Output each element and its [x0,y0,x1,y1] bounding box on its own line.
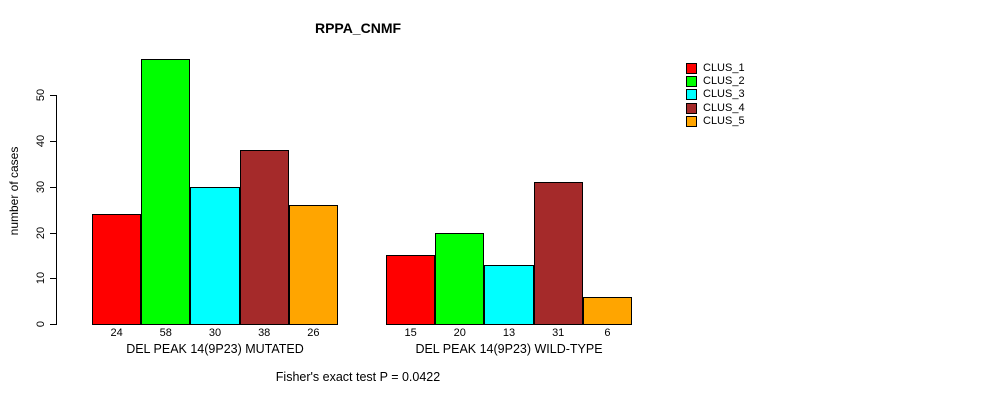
y-axis-line [56,95,57,325]
y-tick-label: 30 [35,180,47,193]
legend-swatch-icon [686,63,697,75]
bar-clus_3 [484,264,534,325]
bar-value-label: 20 [453,327,466,339]
bar-value-label: 26 [307,327,320,339]
legend-item-clus_1: CLUS_1 [686,62,745,75]
bar-clus_2 [435,232,485,325]
group-axis-label: DEL PEAK 14(9P23) MUTATED [126,342,304,356]
y-tick-label: 40 [35,134,47,148]
y-tick-mark [50,278,56,280]
bar-value-label: 30 [208,327,222,339]
bar-value-label: 58 [159,327,172,339]
chart-legend: CLUS_1 CLUS_2 CLUS_3 CLUS_4 CLUS_5 [686,62,745,128]
legend-swatch-icon [686,76,697,88]
legend-label: CLUS_2 [703,75,745,88]
bar-value-label: 38 [258,327,271,339]
bar-value-label: 24 [110,327,123,339]
bar-clus_2 [141,58,191,325]
legend-item-clus_5: CLUS_5 [686,115,745,128]
y-tick-mark [50,324,56,325]
bar-clus_5 [582,296,632,325]
bar-clus_3 [190,186,240,325]
legend-item-clus_4: CLUS_4 [686,102,745,115]
y-tick-mark [50,186,56,188]
y-tick-label: 50 [35,89,47,102]
group-axis-label: DEL PEAK 14(9P23) WILD-TYPE [415,342,603,356]
bar-clus_4 [239,150,289,325]
legend-label: CLUS_3 [703,88,745,101]
bar-clus_5 [288,205,338,325]
legend-label: CLUS_1 [703,62,745,75]
y-tick-label: 20 [35,226,47,239]
legend-swatch-icon [686,102,697,114]
bar-clus_4 [533,182,583,325]
fisher-test-annotation: Fisher's exact test P = 0.0422 [275,370,441,384]
legend-item-clus_2: CLUS_2 [686,75,745,88]
legend-swatch-icon [686,89,697,101]
chart-title: RPPA_CNMF [314,20,402,36]
bar-value-label: 6 [604,327,611,339]
y-tick-mark [50,141,56,143]
y-tick-label: 0 [35,320,47,328]
y-tick-mark [50,232,56,234]
legend-label: CLUS_5 [703,114,745,127]
bar-value-label: 15 [404,327,417,339]
bar-clus_1 [386,255,436,325]
y-tick-mark [50,95,56,97]
bar-value-label: 31 [552,327,565,339]
legend-item-clus_3: CLUS_3 [686,88,745,101]
bar-clus_1 [92,214,142,325]
y-axis-label: number of cases [7,146,21,236]
legend-swatch-icon [686,115,697,127]
y-tick-label: 10 [35,272,47,285]
legend-label: CLUS_4 [703,101,745,114]
bar-value-label: 13 [502,327,516,339]
